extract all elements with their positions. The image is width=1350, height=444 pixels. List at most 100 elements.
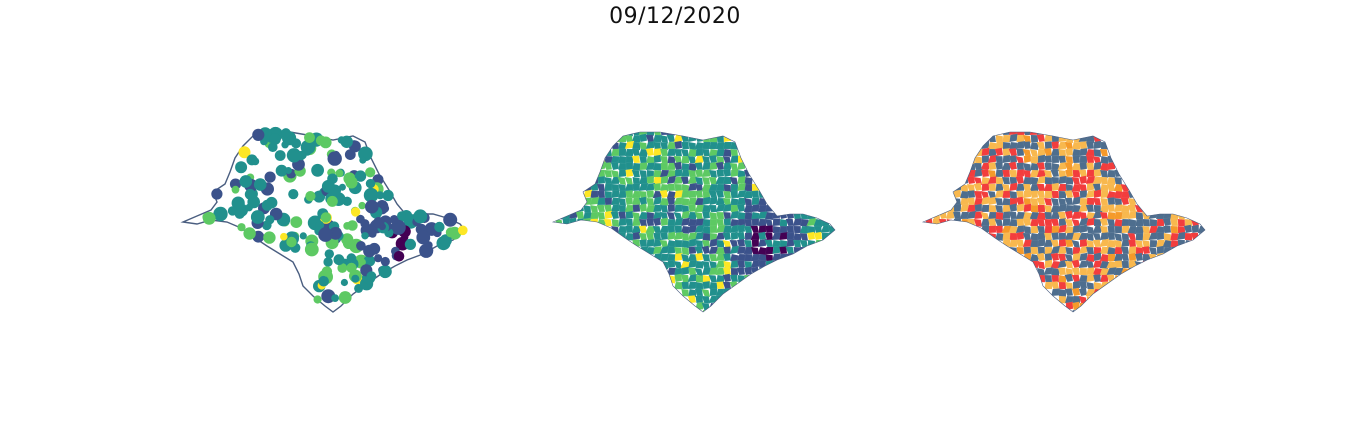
municipality-area [618,162,627,171]
municipality-area [1023,225,1032,235]
municipality-area [779,246,788,255]
municipality-area [618,190,627,199]
municipality-area [688,246,697,255]
municipality-area [1050,252,1060,262]
municipality-area [1009,133,1018,143]
municipality-area [708,154,718,164]
municipality-area [639,133,648,143]
municipality-area [1051,190,1060,199]
municipality-area [1043,197,1053,206]
municipality-bubble [275,164,288,177]
municipality-area [981,183,990,192]
municipality-area [1023,217,1032,227]
municipality-area [995,211,1004,221]
municipality-area [723,161,732,171]
municipality-area [1036,260,1046,270]
category-map [921,131,1206,313]
municipality-area [1142,218,1151,227]
municipality-area [1078,260,1089,269]
municipality-area [681,141,690,150]
municipality-bubble [333,254,345,266]
municipality-area [953,217,962,227]
municipality-area [1071,267,1081,276]
municipality-area [701,253,711,262]
municipality-bubble [280,232,288,241]
municipality-area [1030,204,1039,213]
municipality-bubble [286,148,302,163]
municipality-area [792,239,802,248]
municipality-area [1071,287,1081,297]
municipality-area [765,225,774,234]
municipality-bubble [356,241,366,251]
municipality-area [653,176,662,185]
municipality-area [1002,211,1011,220]
municipality-bubble [299,232,307,240]
municipality-bubble [305,191,316,202]
municipality-area [750,232,761,241]
municipality-area [1064,260,1074,269]
municipality-area [652,217,662,227]
municipality-area [709,288,718,297]
municipality-area [1079,190,1088,199]
municipality-bubble [359,156,367,164]
municipality-area [1107,225,1116,234]
municipality-area [1050,197,1060,207]
municipality-area [1127,210,1138,220]
municipality-area [688,238,697,248]
municipality-area [1015,196,1025,206]
municipality-area [709,218,718,227]
municipality-area [639,141,648,151]
municipality-area [1008,148,1018,157]
municipality-area [1128,259,1137,269]
municipality-area [667,203,676,213]
bubble-map-panel [175,110,475,330]
municipality-area [715,232,726,241]
municipality-bubble [281,141,289,149]
municipality-area [631,169,641,178]
municipality-area [1135,218,1144,227]
municipality-area [1107,253,1116,262]
municipality-bubble [368,242,381,255]
municipality-area [1050,281,1060,290]
municipality-bubble [320,212,332,223]
municipality-area [736,238,746,248]
municipality-area [764,211,775,221]
bubble-map [180,126,468,313]
municipality-area [638,196,648,206]
municipality-area [737,175,746,185]
municipality-area [730,210,739,220]
municipality-area [673,155,683,164]
municipality-area [1107,169,1116,178]
municipality-area [1163,232,1172,242]
municipality-area [681,281,690,290]
municipality-area [1107,232,1116,241]
municipality-area [681,190,690,199]
municipality-bubble [253,178,267,191]
municipality-bubble [235,161,248,174]
municipality-area [709,238,718,248]
choropleth-map [551,131,836,313]
municipality-area [702,210,711,220]
municipality-area [1064,273,1074,283]
municipality-area [688,148,697,158]
municipality-area [716,169,725,178]
municipality-area [660,162,669,171]
municipality-area [973,218,983,228]
municipality-bubble [389,215,399,224]
municipality-bubble [382,189,394,202]
municipality-area [1002,232,1011,241]
municipality-area [994,218,1004,227]
municipality-area [597,169,606,178]
municipality-area [1120,196,1130,206]
municipality-area [645,140,656,150]
municipality-bubble [269,133,281,145]
municipality-area [1078,183,1088,192]
municipality-area [1072,141,1081,150]
municipality-area [723,253,732,262]
municipality-area [576,218,585,227]
municipality-bubble [439,234,452,247]
municipality-area [737,224,746,234]
municipality-area [1099,162,1110,172]
municipality-area [1009,232,1018,241]
municipality-area [737,161,746,171]
